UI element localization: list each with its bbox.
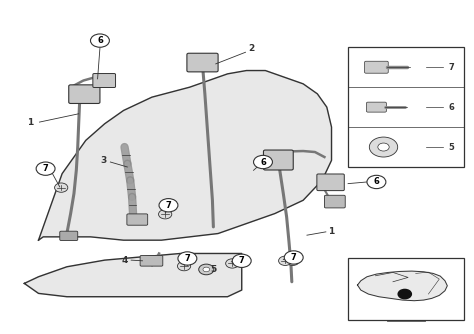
Circle shape — [55, 183, 68, 192]
Circle shape — [91, 34, 109, 47]
Circle shape — [232, 254, 251, 268]
Circle shape — [286, 256, 300, 266]
FancyBboxPatch shape — [348, 47, 464, 167]
Text: 7: 7 — [165, 201, 171, 210]
Circle shape — [398, 289, 411, 299]
FancyBboxPatch shape — [187, 53, 218, 72]
Circle shape — [177, 262, 191, 271]
Text: 7: 7 — [43, 164, 48, 173]
FancyBboxPatch shape — [348, 259, 464, 320]
Circle shape — [159, 199, 178, 212]
Circle shape — [369, 137, 398, 157]
FancyBboxPatch shape — [264, 150, 293, 170]
Circle shape — [199, 264, 214, 275]
Text: 6: 6 — [260, 158, 266, 167]
FancyBboxPatch shape — [93, 73, 116, 88]
Text: 6: 6 — [448, 103, 454, 112]
FancyBboxPatch shape — [324, 195, 345, 208]
Circle shape — [226, 259, 239, 268]
Polygon shape — [24, 254, 242, 297]
FancyBboxPatch shape — [366, 102, 386, 112]
Text: 7: 7 — [448, 63, 454, 72]
Circle shape — [158, 209, 172, 219]
Circle shape — [36, 162, 55, 175]
FancyBboxPatch shape — [365, 61, 388, 73]
FancyBboxPatch shape — [69, 85, 100, 104]
Circle shape — [254, 155, 273, 169]
Circle shape — [367, 175, 386, 189]
Text: 6: 6 — [97, 36, 103, 45]
Text: 00046581: 00046581 — [389, 313, 424, 319]
Polygon shape — [357, 271, 447, 301]
Text: 7: 7 — [239, 256, 245, 265]
Text: 7: 7 — [291, 253, 297, 262]
Circle shape — [203, 267, 210, 272]
FancyBboxPatch shape — [60, 231, 78, 240]
Circle shape — [178, 252, 197, 265]
FancyBboxPatch shape — [140, 256, 163, 266]
Text: 6: 6 — [374, 177, 379, 186]
Text: 4: 4 — [121, 256, 128, 265]
Polygon shape — [38, 70, 331, 240]
Circle shape — [378, 143, 389, 151]
Text: 1: 1 — [27, 118, 33, 127]
Text: 5: 5 — [210, 265, 217, 274]
FancyBboxPatch shape — [317, 174, 344, 191]
Circle shape — [284, 251, 303, 264]
Text: 3: 3 — [100, 156, 107, 165]
Text: 2: 2 — [248, 44, 255, 53]
Text: 1: 1 — [328, 227, 335, 236]
Text: 5: 5 — [448, 143, 454, 152]
FancyBboxPatch shape — [127, 214, 148, 225]
Text: 7: 7 — [184, 254, 190, 263]
Circle shape — [279, 256, 292, 266]
